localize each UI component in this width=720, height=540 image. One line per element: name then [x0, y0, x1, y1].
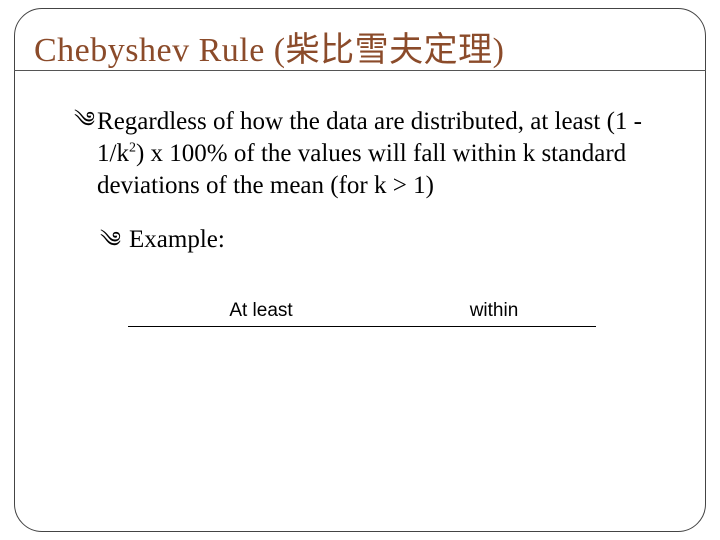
table-col-atleast: At least: [128, 300, 394, 322]
example-label: Example:: [129, 226, 225, 254]
example-bullet-row: ༄ Example:: [100, 226, 225, 254]
flourish-icon: ༄: [74, 106, 95, 134]
main-point-sup: 2: [129, 141, 136, 156]
flourish-icon: ༄: [100, 226, 121, 254]
slide: Chebyshev Rule (柴比雪夫定理) ༄ Regardless of …: [0, 0, 720, 540]
main-bullet-row: ༄ Regardless of how the data are distrib…: [74, 106, 674, 202]
slide-frame: [14, 8, 706, 532]
main-point-suffix: ) x 100% of the values will fall within …: [97, 140, 626, 199]
table-col-within: within: [394, 300, 594, 322]
title-underline: [14, 70, 706, 71]
example-table: At least within: [128, 300, 596, 327]
body-block: ༄ Regardless of how the data are distrib…: [74, 106, 674, 202]
main-point-text: Regardless of how the data are distribut…: [97, 106, 674, 202]
slide-title: Chebyshev Rule (柴比雪夫定理): [34, 22, 504, 71]
table-header-row: At least within: [128, 300, 596, 327]
